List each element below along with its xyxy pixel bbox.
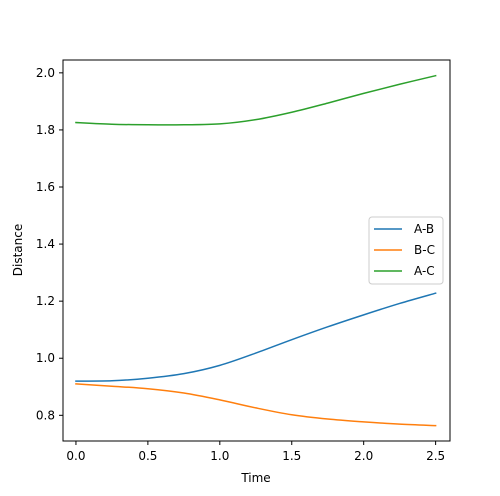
series-line-a-b <box>75 292 437 382</box>
y-tick-label: 2.0 <box>36 66 55 80</box>
y-tick-label: 1.2 <box>36 294 55 308</box>
series-line-b-c <box>75 383 437 427</box>
y-tick-label: 0.8 <box>36 408 55 422</box>
y-tick-label: 1.0 <box>36 351 55 365</box>
x-tick-label: 1.5 <box>282 449 301 463</box>
x-tick-label: 1.0 <box>210 449 229 463</box>
y-axis-label: Distance <box>11 224 25 276</box>
x-tick-label: 2.0 <box>354 449 373 463</box>
y-tick-label: 1.6 <box>36 180 55 194</box>
y-tick-label: 1.4 <box>36 237 55 251</box>
x-axis-label: Time <box>240 471 270 485</box>
legend-label: B-C <box>414 243 435 257</box>
legend-label: A-B <box>414 222 434 236</box>
plot-frame <box>62 59 451 442</box>
legend: A-B B-C A-C <box>368 216 444 285</box>
series-line-a-c <box>75 74 437 126</box>
legend-label: A-C <box>414 264 435 278</box>
x-tick-label: 2.5 <box>426 449 445 463</box>
x-tick-label: 0.0 <box>66 449 85 463</box>
x-tick-label: 0.5 <box>138 449 157 463</box>
legend-box <box>368 216 444 285</box>
y-tick-label: 1.8 <box>36 123 55 137</box>
